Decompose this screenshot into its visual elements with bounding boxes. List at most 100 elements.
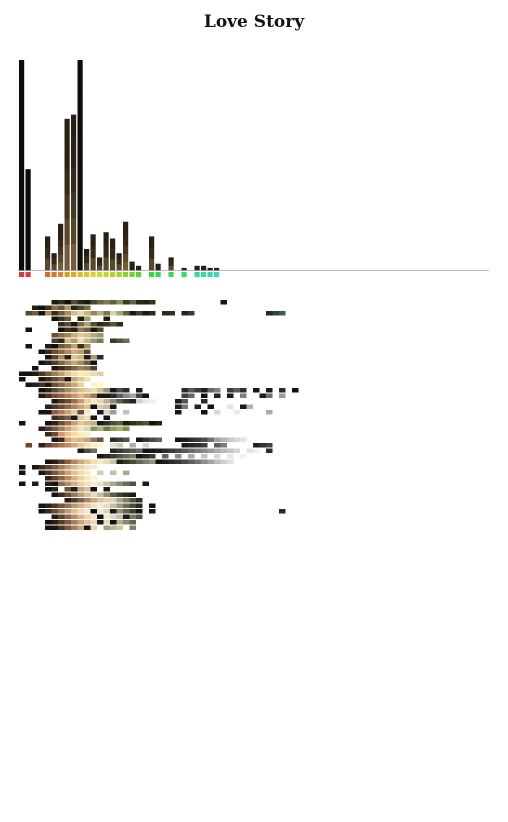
color-cell (110, 437, 117, 442)
color-cell (123, 426, 130, 431)
color-cell (51, 492, 58, 497)
color-cell (77, 349, 84, 354)
histogram-bar-segment (103, 257, 109, 271)
color-cell (90, 426, 97, 431)
color-cell (77, 316, 84, 321)
color-cell (123, 388, 130, 393)
color-cell (64, 520, 71, 525)
color-cell (71, 415, 78, 420)
color-cell (84, 476, 91, 481)
color-cell (25, 311, 32, 316)
color-cell (64, 382, 71, 387)
color-cell (168, 459, 175, 464)
histogram-bar-segment (58, 254, 64, 263)
color-cell (90, 476, 97, 481)
color-cell (110, 514, 117, 519)
hue-swatch (168, 272, 174, 277)
color-cell (97, 371, 104, 376)
color-cell (64, 525, 71, 530)
color-cell (233, 437, 240, 442)
color-cell (136, 399, 143, 404)
color-cell (84, 349, 91, 354)
color-cell (51, 338, 58, 343)
color-cell (110, 443, 117, 448)
color-cell (103, 316, 110, 321)
color-cell (162, 459, 169, 464)
color-cell (51, 525, 58, 530)
color-cell (64, 410, 71, 415)
color-cell (38, 311, 45, 316)
color-cell (71, 399, 78, 404)
color-cell (71, 459, 78, 464)
color-cell (77, 404, 84, 409)
color-cell (129, 525, 136, 530)
color-cell (45, 503, 52, 508)
color-cell (45, 470, 52, 475)
color-cell (64, 349, 71, 354)
histogram-bar-segment (77, 130, 83, 166)
hue-swatch (214, 272, 220, 277)
page-title: Love Story (203, 12, 305, 32)
histogram-bar-segment (103, 244, 109, 258)
color-cell (32, 481, 39, 486)
histogram-bar-segment (64, 194, 70, 220)
color-cell (84, 487, 91, 492)
color-cell (32, 465, 39, 470)
color-cell (90, 393, 97, 398)
color-cell (51, 465, 58, 470)
histogram-bar-segment (110, 238, 116, 250)
color-cell (51, 344, 58, 349)
color-cell (97, 338, 104, 343)
color-cell (45, 344, 52, 349)
color-cell (142, 311, 149, 316)
histogram-bar-segment (25, 186, 31, 204)
color-cell (103, 421, 110, 426)
color-cell (38, 443, 45, 448)
color-cell (84, 421, 91, 426)
color-cell (77, 476, 84, 481)
hue-swatch (136, 272, 142, 277)
color-cell (129, 498, 136, 503)
color-cell (51, 481, 58, 486)
histogram-bar-segment (45, 258, 51, 271)
color-cell (90, 311, 97, 316)
color-cell (214, 448, 221, 453)
color-cell (90, 371, 97, 376)
color-cell (90, 487, 97, 492)
color-cell (266, 410, 273, 415)
hue-histogram (18, 60, 489, 277)
color-cell (136, 509, 143, 514)
color-cell (103, 525, 110, 530)
color-cell (51, 470, 58, 475)
color-cell (84, 300, 91, 305)
color-cell (84, 322, 91, 327)
color-cell (71, 355, 78, 360)
color-cell (110, 311, 117, 316)
color-cell (253, 388, 260, 393)
color-cell (103, 459, 110, 464)
histogram-bar-segment (19, 200, 25, 236)
color-cell (188, 443, 195, 448)
color-cell (45, 388, 52, 393)
histogram-bar-segment (90, 234, 96, 247)
color-cell (162, 311, 169, 316)
color-cell (97, 333, 104, 338)
color-cell (97, 300, 104, 305)
color-cell (51, 393, 58, 398)
color-cell (84, 509, 91, 514)
color-cell (123, 498, 130, 503)
color-cell (64, 399, 71, 404)
color-cell (129, 300, 136, 305)
histogram-bar-segment (25, 253, 31, 271)
color-cell (110, 410, 117, 415)
color-cell (58, 481, 65, 486)
color-cell (71, 322, 78, 327)
color-cell (194, 437, 201, 442)
color-cell (136, 300, 143, 305)
histogram-bar-segment (168, 257, 174, 262)
histogram-bar-segment (149, 247, 155, 260)
color-cell (77, 514, 84, 519)
hue-swatch (19, 272, 25, 277)
color-cell (110, 426, 117, 431)
